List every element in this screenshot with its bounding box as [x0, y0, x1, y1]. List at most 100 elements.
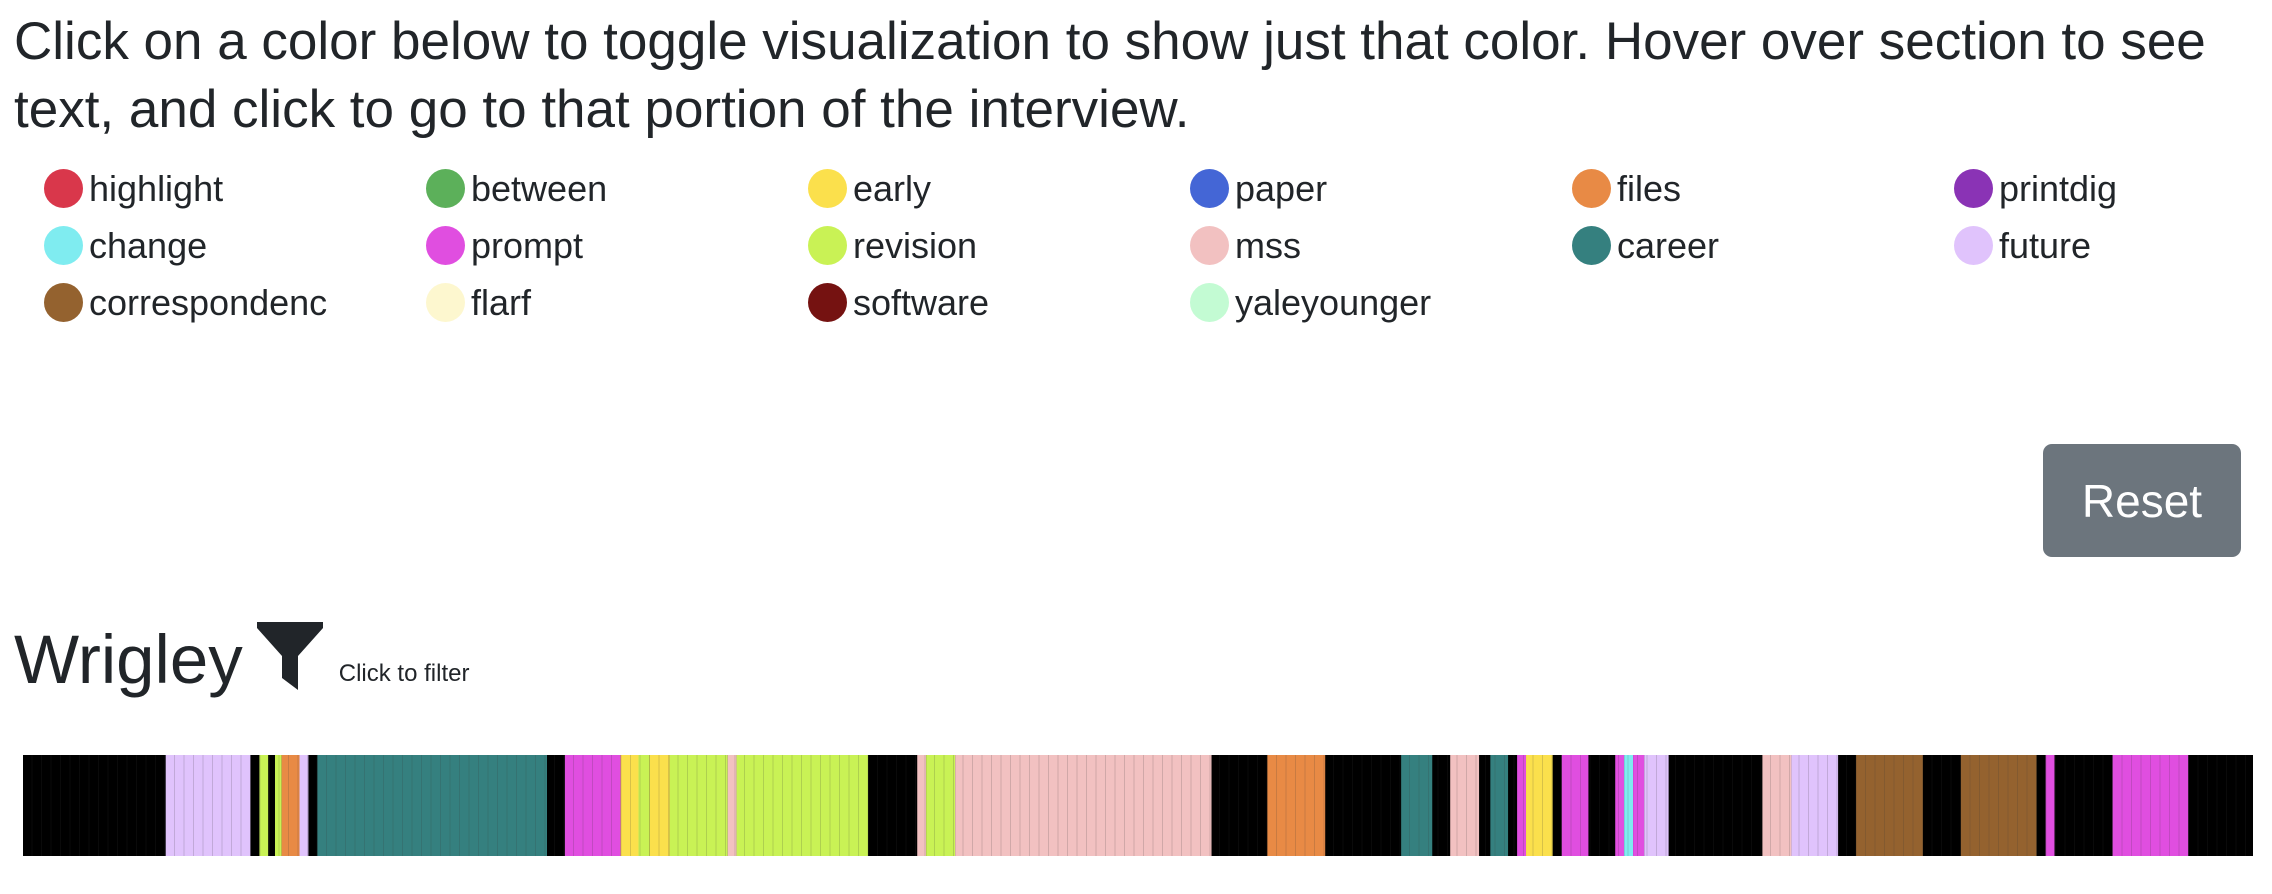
legend-swatch	[44, 283, 83, 322]
legend-item-career[interactable]: career	[1572, 217, 1954, 274]
legend-item-software[interactable]: software	[808, 274, 1190, 331]
timeline-segment[interactable]	[2036, 755, 2046, 856]
reset-button[interactable]: Reset	[2043, 444, 2241, 557]
legend-swatch	[44, 226, 83, 265]
legend-label: printdig	[1999, 167, 2118, 209]
interview-timeline[interactable]	[23, 755, 2253, 856]
timeline-segment[interactable]	[1960, 755, 2037, 856]
timeline-segment[interactable]	[23, 755, 166, 856]
legend-item-correspondenc[interactable]: correspondenc	[44, 274, 426, 331]
instructions-text: Click on a color below to toggle visuali…	[14, 12, 2206, 139]
timeline-segment[interactable]	[1624, 755, 1634, 856]
legend-item-yaleyounger[interactable]: yaleyounger	[1190, 274, 1572, 331]
timeline-segment[interactable]	[2054, 755, 2113, 856]
timeline-segment[interactable]	[1526, 755, 1553, 856]
timeline-segment[interactable]	[669, 755, 728, 856]
legend-label: future	[1999, 224, 2092, 266]
timeline-segment[interactable]	[638, 755, 650, 856]
legend-label: correspondenc	[89, 281, 328, 323]
legend-item-change[interactable]: change	[44, 217, 426, 274]
timeline-segment[interactable]	[868, 755, 918, 856]
person-header: Wrigley Click to filter	[14, 610, 469, 700]
timeline-segment[interactable]	[281, 755, 300, 856]
legend-label: flarf	[471, 281, 532, 323]
filter-funnel-icon[interactable]	[255, 618, 325, 692]
legend-swatch	[426, 169, 465, 208]
legend-item-mss[interactable]: mss	[1190, 217, 1572, 274]
timeline-segment[interactable]	[2045, 755, 2055, 856]
timeline-segment[interactable]	[1267, 755, 1326, 856]
legend-label: software	[853, 281, 990, 323]
legend-swatch	[808, 226, 847, 265]
person-name: Wrigley	[14, 621, 243, 698]
timeline-segment[interactable]	[1615, 755, 1625, 856]
timeline-segment[interactable]	[250, 755, 260, 856]
timeline-segment[interactable]	[259, 755, 269, 856]
timeline-segment[interactable]	[926, 755, 956, 856]
timeline-segment[interactable]	[1856, 755, 1923, 856]
legend-item-between[interactable]: between	[426, 160, 808, 217]
legend-item-printdig[interactable]: printdig	[1954, 160, 2272, 217]
legend-label: highlight	[89, 167, 224, 209]
timeline-segment[interactable]	[1401, 755, 1433, 856]
legend-swatch	[1190, 226, 1229, 265]
filter-hint: Click to filter	[338, 660, 470, 687]
timeline-segment[interactable]	[1791, 755, 1839, 856]
timeline-segment[interactable]	[1922, 755, 1961, 856]
timeline-segment[interactable]	[2112, 755, 2189, 856]
timeline-segment[interactable]	[1490, 755, 1509, 856]
timeline-segment[interactable]	[2188, 755, 2253, 856]
legend-swatch	[1572, 226, 1611, 265]
legend-swatch	[1190, 283, 1229, 322]
legend-item-future[interactable]: future	[1954, 217, 2272, 274]
timeline-segment[interactable]	[1552, 755, 1562, 856]
legend-label: files	[1617, 167, 1682, 209]
legend-item-paper[interactable]: paper	[1190, 160, 1572, 217]
timeline-segment[interactable]	[1561, 755, 1589, 856]
legend-label: early	[853, 167, 932, 209]
timeline-segment[interactable]	[955, 755, 1212, 856]
legend-label: prompt	[471, 224, 584, 266]
legend-swatch	[44, 169, 83, 208]
legend-item-highlight[interactable]: highlight	[44, 160, 426, 217]
timeline-segment[interactable]	[649, 755, 670, 856]
timeline-segment[interactable]	[299, 755, 309, 856]
timeline-segment[interactable]	[1588, 755, 1616, 856]
timeline-segment[interactable]	[1762, 755, 1792, 856]
timeline-segment[interactable]	[727, 755, 737, 856]
legend-swatch	[808, 169, 847, 208]
timeline-segment[interactable]	[274, 755, 282, 856]
legend-item-files[interactable]: files	[1572, 160, 1954, 217]
timeline-segment[interactable]	[620, 755, 639, 856]
legend-item-flarf[interactable]: flarf	[426, 274, 808, 331]
timeline-segment[interactable]	[1838, 755, 1857, 856]
legend-item-prompt[interactable]: prompt	[426, 217, 808, 274]
timeline-segment[interactable]	[564, 755, 621, 856]
legend-item-revision[interactable]: revision	[808, 217, 1190, 274]
timeline-segment[interactable]	[268, 755, 275, 856]
legend-item-early[interactable]: early	[808, 160, 1190, 217]
timeline-segment[interactable]	[1479, 755, 1491, 856]
timeline-segment[interactable]	[317, 755, 548, 856]
timeline-segment[interactable]	[1450, 755, 1480, 856]
legend-label: mss	[1235, 224, 1301, 266]
timeline-segment[interactable]	[1211, 755, 1268, 856]
timeline-segment[interactable]	[917, 755, 927, 856]
timeline-segment[interactable]	[1432, 755, 1451, 856]
timeline-segment[interactable]	[1633, 755, 1645, 856]
timeline-segment[interactable]	[547, 755, 565, 856]
timeline-segment[interactable]	[308, 755, 318, 856]
color-legend: highlight between early paper files prin…	[44, 160, 2272, 340]
legend-swatch	[1190, 169, 1229, 208]
timeline-segment[interactable]	[1668, 755, 1763, 856]
timeline-segment[interactable]	[1508, 755, 1518, 856]
timeline-segment[interactable]	[1644, 755, 1669, 856]
legend-label: change	[89, 224, 208, 266]
legend-swatch	[1954, 226, 1993, 265]
legend-label: paper	[1235, 167, 1328, 209]
timeline-segment[interactable]	[1517, 755, 1527, 856]
legend-label: revision	[853, 224, 978, 266]
timeline-segment[interactable]	[165, 755, 251, 856]
timeline-segment[interactable]	[736, 755, 869, 856]
timeline-segment[interactable]	[1325, 755, 1402, 856]
